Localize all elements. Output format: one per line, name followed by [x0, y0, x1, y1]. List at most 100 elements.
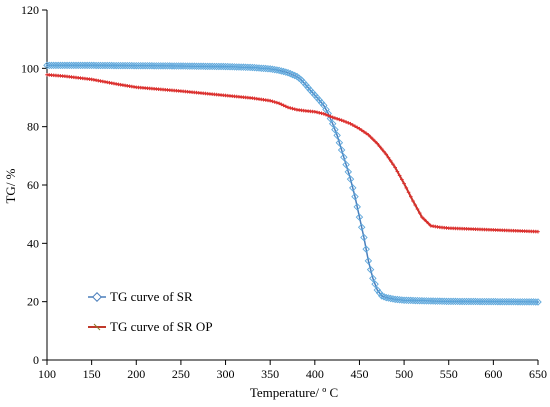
data-point	[467, 297, 475, 306]
data-point	[302, 81, 310, 89]
data-point	[157, 62, 165, 70]
data-point	[241, 63, 250, 71]
data-point	[219, 62, 228, 71]
data-point	[152, 62, 161, 70]
data-point	[132, 61, 141, 70]
x-tick-label: 650	[529, 367, 547, 381]
data-point	[349, 184, 357, 192]
data-point	[527, 298, 536, 306]
data-point	[462, 297, 471, 306]
x-tick-label: 150	[83, 367, 101, 381]
data-point	[74, 61, 82, 70]
data-point	[429, 297, 437, 305]
data-point	[224, 62, 232, 71]
data-point	[362, 245, 370, 253]
data-point	[70, 61, 78, 70]
data-point	[518, 298, 527, 306]
data-point	[436, 297, 444, 305]
data-point	[195, 62, 203, 70]
x-tick-label: 500	[395, 367, 413, 381]
data-point	[469, 297, 478, 306]
data-point	[61, 61, 69, 70]
data-point	[456, 297, 464, 306]
data-point	[255, 64, 263, 72]
data-point	[400, 296, 408, 304]
data-point	[92, 61, 100, 70]
data-point	[373, 286, 382, 294]
data-point	[371, 280, 379, 288]
data-point	[328, 120, 337, 128]
data-point	[45, 61, 53, 70]
data-point	[244, 63, 252, 72]
data-point	[43, 61, 51, 70]
data-point	[340, 153, 348, 162]
data-point	[315, 96, 324, 104]
y-tick-label: 20	[27, 295, 39, 309]
data-point	[259, 64, 268, 73]
data-point	[210, 62, 219, 71]
data-point	[199, 62, 207, 71]
data-point	[520, 298, 529, 306]
data-point	[239, 63, 248, 71]
data-point	[170, 62, 178, 70]
data-point	[215, 62, 223, 71]
y-tick-label: 0	[33, 353, 39, 367]
data-point	[130, 61, 138, 70]
data-point	[47, 61, 56, 70]
data-point	[509, 298, 518, 306]
data-point	[444, 297, 453, 306]
data-point	[159, 62, 167, 70]
data-point	[304, 83, 312, 92]
data-point	[364, 257, 373, 265]
data-point	[212, 62, 221, 71]
data-point	[313, 93, 321, 102]
data-point	[407, 296, 415, 305]
data-point	[516, 298, 524, 306]
data-point	[449, 297, 457, 306]
data-point	[230, 63, 239, 71]
data-point	[355, 213, 364, 221]
data-point	[514, 298, 522, 306]
data-point	[424, 297, 433, 305]
data-point	[235, 63, 243, 71]
data-point	[67, 61, 76, 70]
data-point	[342, 160, 350, 169]
data-point	[163, 62, 172, 70]
data-point	[192, 62, 201, 70]
data-point	[136, 61, 145, 70]
data-point	[168, 62, 176, 70]
x-tick-label: 300	[217, 367, 235, 381]
data-point	[473, 297, 482, 306]
data-point	[353, 203, 361, 211]
data-point	[161, 62, 170, 70]
data-point	[181, 62, 190, 70]
data-point	[529, 298, 538, 306]
data-point	[221, 62, 230, 71]
data-point	[440, 297, 449, 306]
data-point	[183, 62, 192, 70]
data-point	[264, 64, 272, 73]
data-point	[351, 192, 359, 201]
data-point	[90, 61, 98, 70]
data-point	[299, 78, 308, 87]
data-point	[534, 298, 542, 306]
data-point	[148, 62, 156, 70]
data-point	[331, 125, 339, 134]
data-point	[145, 62, 154, 70]
data-point	[451, 297, 460, 306]
series-line	[47, 64, 539, 303]
data-point	[420, 297, 428, 305]
data-point	[447, 297, 455, 306]
x-tick-label: 100	[38, 367, 56, 381]
data-point	[123, 61, 132, 70]
x-tick-label: 250	[172, 367, 190, 381]
data-point	[56, 61, 65, 70]
data-point	[489, 297, 498, 306]
data-point	[409, 296, 417, 305]
data-point	[511, 298, 520, 306]
y-axis-title: TG/ %	[3, 168, 18, 203]
data-point	[101, 61, 109, 70]
data-point	[197, 62, 205, 71]
data-point	[226, 62, 234, 71]
